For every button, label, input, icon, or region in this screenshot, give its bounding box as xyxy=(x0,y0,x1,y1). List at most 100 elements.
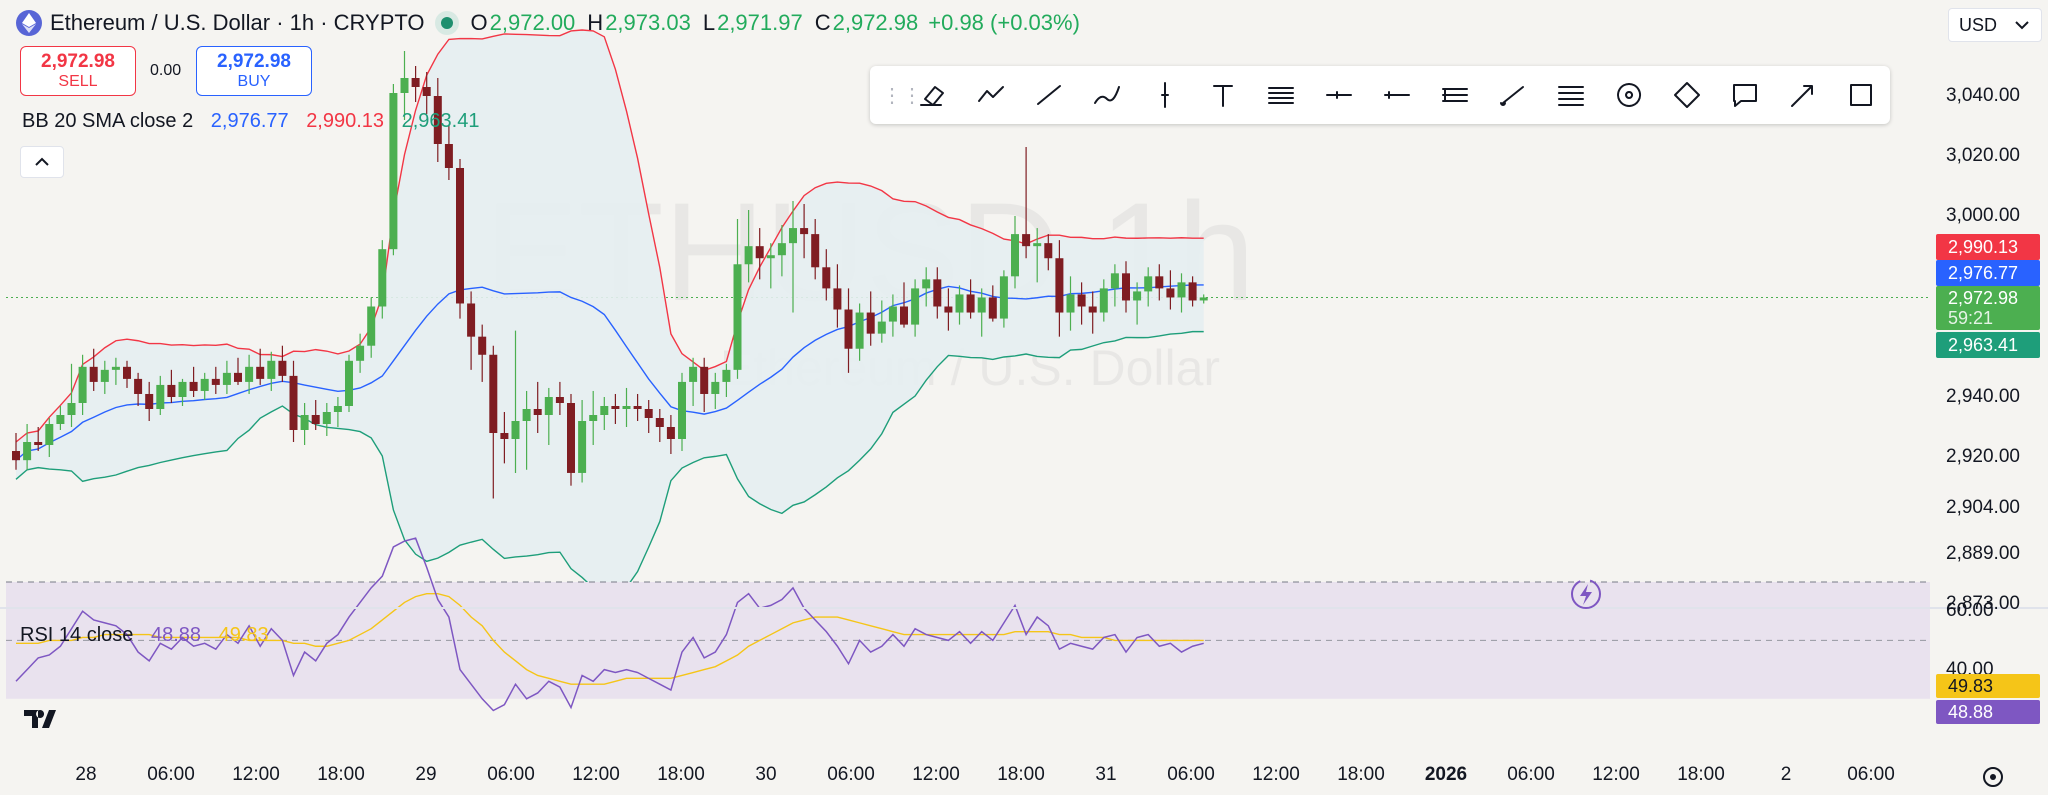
candle-body xyxy=(511,421,520,439)
horizontal-line-tool-button[interactable] xyxy=(1368,73,1426,117)
candle xyxy=(456,159,464,319)
fib-retracement-tool-button[interactable] xyxy=(1542,73,1600,117)
candle-body xyxy=(500,433,509,439)
bb-lower-value: 2,963.41 xyxy=(401,110,480,132)
candle-body xyxy=(977,297,986,313)
info-line-tool-button[interactable] xyxy=(1484,73,1542,117)
lightning-icon[interactable] xyxy=(1566,574,1606,619)
candle-body xyxy=(145,393,154,409)
candle xyxy=(689,357,698,406)
vertical-line-tool-button[interactable] xyxy=(1136,73,1194,117)
sell-button[interactable]: 2,972.98 SELL xyxy=(20,46,136,96)
collapse-legend-button[interactable] xyxy=(20,146,64,178)
price-axis-label: 3,040.00 xyxy=(1946,85,2020,106)
candle-body xyxy=(345,360,353,406)
candle-body xyxy=(456,168,464,304)
candle xyxy=(1144,267,1153,307)
candle xyxy=(922,267,931,307)
candle-body xyxy=(811,234,820,268)
candle-body xyxy=(478,336,487,355)
candle xyxy=(900,282,908,328)
candle xyxy=(278,345,287,382)
drawing-toolbar[interactable]: ⋮⋮ xyxy=(870,66,1890,124)
candle-body xyxy=(888,306,897,322)
parallel-channel-tool-button[interactable] xyxy=(1426,73,1484,117)
price-axis-label: 2,940.00 xyxy=(1946,386,2020,407)
candle xyxy=(1077,282,1086,325)
candle-body xyxy=(822,267,831,289)
low-value: 2,971.97 xyxy=(717,10,803,35)
price-axis-label: 2,920.00 xyxy=(1946,446,2020,467)
price-axis-label: 2,904.00 xyxy=(1946,497,2020,518)
trend-path-tool-button[interactable] xyxy=(962,73,1020,117)
candle-body xyxy=(711,381,720,394)
rsi-indicator-legend[interactable]: RSI 14 close 48.88 49.83 xyxy=(20,624,281,647)
candle-body xyxy=(278,360,287,376)
candle xyxy=(933,267,942,319)
bb-indicator-legend[interactable]: BB 20 SMA close 2 2,976.77 2,990.13 2,96… xyxy=(22,110,491,133)
vertical-line-icon xyxy=(1161,82,1169,108)
candle-body xyxy=(600,406,609,415)
candle xyxy=(389,84,398,256)
candle xyxy=(722,363,731,397)
circle-tool-button[interactable] xyxy=(1600,73,1658,117)
candle xyxy=(378,240,387,319)
candle-body xyxy=(1066,294,1075,313)
time-axis-label: 18:00 xyxy=(317,764,365,785)
horizontal-lines-tool-button[interactable] xyxy=(1252,73,1310,117)
text-tool-button[interactable] xyxy=(1194,73,1252,117)
trend-line-tool-button[interactable] xyxy=(1020,73,1078,117)
candle xyxy=(78,354,87,415)
candle xyxy=(356,333,365,373)
time-axis-label: 28 xyxy=(75,764,97,785)
rsi-line xyxy=(15,537,1204,712)
time-axis-label: 18:00 xyxy=(997,764,1045,785)
candle xyxy=(578,400,587,483)
callout-tool-button[interactable] xyxy=(1716,73,1774,117)
arrow-tool-button[interactable] xyxy=(1774,73,1832,117)
eraser-tool-button[interactable] xyxy=(904,73,962,117)
candle-body xyxy=(444,144,453,168)
candle xyxy=(633,393,642,421)
symbol-header: Ethereum / U.S. Dollar · 1h · CRYPTO O 2,… xyxy=(16,8,1080,38)
time-axis-label: 2026 xyxy=(1424,764,1468,785)
candle xyxy=(833,264,842,328)
bar-countdown: 59:21 xyxy=(1948,308,1994,328)
candle xyxy=(711,372,720,409)
time-axis-label: 12:00 xyxy=(232,764,280,785)
rotated-rectangle-icon xyxy=(1674,82,1700,108)
symbol-title[interactable]: Ethereum / U.S. Dollar · 1h · CRYPTO xyxy=(50,10,425,35)
candle-body xyxy=(633,406,642,409)
candle xyxy=(1177,273,1186,313)
time-axis-label: 06:00 xyxy=(147,764,195,785)
candle-body xyxy=(56,415,65,424)
candle-body xyxy=(311,415,320,424)
time-axis-settings-icon[interactable] xyxy=(1980,764,2006,795)
candle-body xyxy=(1144,276,1153,292)
tradingview-logo-icon[interactable] xyxy=(24,710,56,728)
candle-body xyxy=(322,412,331,424)
candle xyxy=(999,270,1008,328)
rectangle-tool-button[interactable] xyxy=(1832,73,1890,117)
brush-tool-button[interactable] xyxy=(1078,73,1136,117)
candle-body xyxy=(1055,258,1064,313)
high-label: H xyxy=(587,10,604,35)
candle xyxy=(955,285,964,325)
candle xyxy=(600,397,609,430)
candle-body xyxy=(211,378,220,385)
candle-body xyxy=(467,303,476,337)
rotated-rectangle-tool-button[interactable] xyxy=(1658,73,1716,117)
candle-body xyxy=(567,403,575,473)
candle-body xyxy=(1033,243,1042,247)
candle xyxy=(145,381,154,421)
time-axis-label: 30 xyxy=(755,764,777,785)
currency-select[interactable]: USD xyxy=(1948,8,2042,42)
candle xyxy=(511,330,520,473)
buy-button[interactable]: 2,972.98 BUY xyxy=(196,46,312,96)
market-status-icon[interactable] xyxy=(440,17,453,29)
candle-body xyxy=(333,406,342,412)
candle-body xyxy=(777,243,786,256)
drag-handle-icon[interactable]: ⋮⋮ xyxy=(882,84,922,107)
horizontal-ray-tool-button[interactable] xyxy=(1310,73,1368,117)
